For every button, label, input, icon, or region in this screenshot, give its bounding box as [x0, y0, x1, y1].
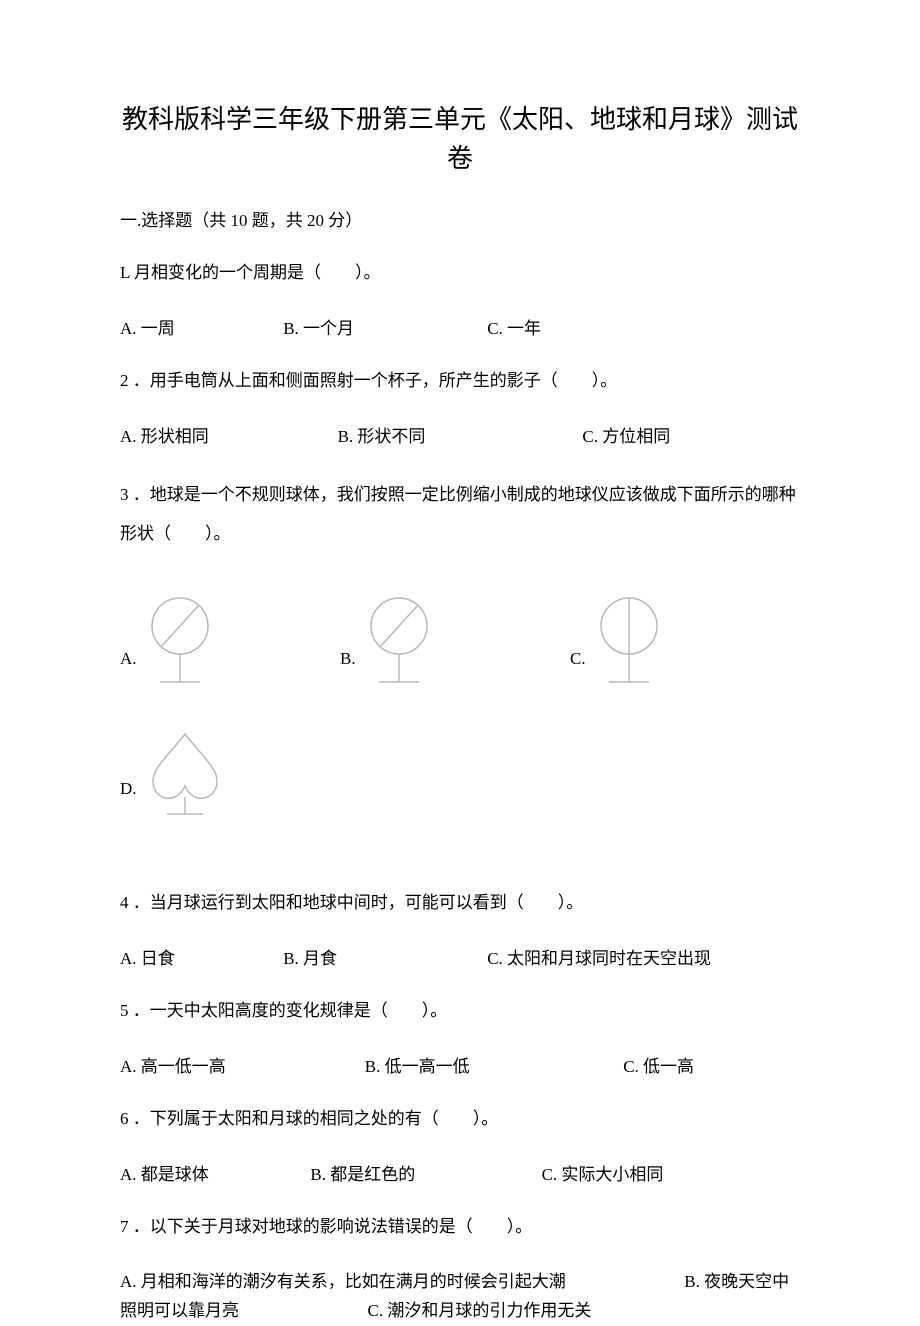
q7-opt-a: A. 月相和海洋的潮汐有关系，比如在满月的时候会引起大潮	[120, 1268, 680, 1297]
q2-opt-a: A. 形状相同	[120, 422, 338, 447]
globe-vertical-icon	[594, 594, 664, 689]
section-header: 一.选择题（共 10 题，共 20 分）	[120, 206, 800, 231]
q2-opt-c: C. 方位相同	[582, 422, 786, 447]
q4-opt-b: B. 月食	[283, 944, 487, 969]
q3-globe-row1: A. B. C.	[120, 594, 800, 689]
q5-options: A. 高一低一高 B. 低一高一低 C. 低一高	[120, 1052, 800, 1077]
q1-text: L 月相变化的一个周期是（ ）。	[120, 259, 800, 286]
q1-opt-c: C. 一年	[487, 314, 691, 339]
q1-opt-a: A. 一周	[120, 314, 283, 339]
q3-label-c: C.	[570, 649, 586, 669]
q3-globe-d: D.	[120, 729, 225, 819]
q5-opt-c: C. 低一高	[623, 1052, 800, 1077]
q3-label-d: D.	[120, 779, 137, 799]
q4-opt-a: A. 日食	[120, 944, 283, 969]
q4-opt-c: C. 太阳和月球同时在天空出现	[487, 944, 711, 969]
globe-tilted-icon	[145, 594, 215, 689]
q1-opt-b: B. 一个月	[283, 314, 487, 339]
q7-opt-c: C. 潮汐和月球的引力作用无关	[368, 1301, 592, 1320]
q2-opt-b: B. 形状不同	[338, 422, 583, 447]
q6-opt-c: C. 实际大小相同	[542, 1160, 746, 1185]
q4-text: 4 ．当月球运行到太阳和地球中间时，可能可以看到（ ）。	[120, 889, 800, 916]
q7-text: 7 ．以下关于月球对地球的影响说法错误的是（ ）。	[120, 1213, 800, 1240]
q2-options: A. 形状相同 B. 形状不同 C. 方位相同	[120, 422, 800, 447]
q6-opt-b: B. 都是红色的	[310, 1160, 541, 1185]
q6-options: A. 都是球体 B. 都是红色的 C. 实际大小相同	[120, 1160, 800, 1185]
q3-text: 3 ．地球是一个不规则球体，我们按照一定比例缩小制成的地球仪应该做成下面所示的哪…	[120, 475, 800, 553]
q6-opt-a: A. 都是球体	[120, 1160, 310, 1185]
globe-spade-icon	[145, 729, 225, 819]
q3-globe-b: B.	[340, 594, 570, 689]
q5-text: 5 ．一天中太阳高度的变化规律是（ ）。	[120, 997, 800, 1024]
q7-options: A. 月相和海洋的潮汐有关系，比如在满月的时候会引起大潮 B. 夜晚天空中照明可…	[120, 1268, 800, 1326]
q1-options: A. 一周 B. 一个月 C. 一年	[120, 314, 800, 339]
q6-text: 6 ．下列属于太阳和月球的相同之处的有（ ）。	[120, 1105, 800, 1132]
q3-label-b: B.	[340, 649, 356, 669]
page-title: 教科版科学三年级下册第三单元《太阳、地球和月球》测试卷	[120, 100, 800, 178]
q3-globe-c: C.	[570, 594, 750, 689]
globe-tilted-icon	[364, 594, 434, 689]
q3-globe-row2: D.	[120, 729, 800, 859]
q2-text: 2 ．用手电筒从上面和侧面照射一个杯子，所产生的影子（ ）。	[120, 367, 800, 394]
q3-globe-a: A.	[120, 594, 340, 689]
q5-opt-a: A. 高一低一高	[120, 1052, 365, 1077]
q5-opt-b: B. 低一高一低	[365, 1052, 623, 1077]
q3-label-a: A.	[120, 649, 137, 669]
q4-options: A. 日食 B. 月食 C. 太阳和月球同时在天空出现	[120, 944, 800, 969]
